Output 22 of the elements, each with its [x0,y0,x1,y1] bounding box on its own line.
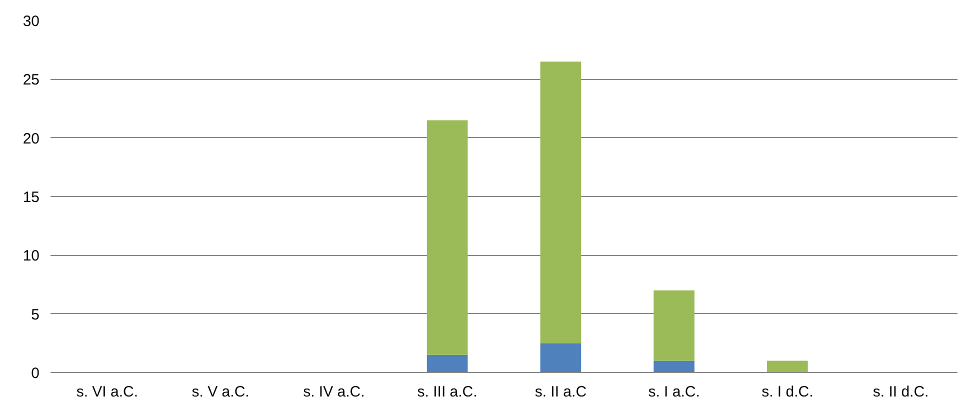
x-tick-label: s. I d.C. [762,384,814,400]
x-tick-label: s. II a.C [534,384,587,400]
x-tick-label: s. II d.C. [872,384,929,400]
bar [426,354,468,372]
bar [540,62,582,344]
y-tick-label: 0 [31,365,40,382]
y-tick-label: 25 [22,72,40,89]
bar [654,290,694,361]
y-tick-label: 10 [22,248,40,265]
y-tick-label: 30 [22,13,40,30]
x-tick-label: s. VI a.C. [76,384,138,400]
x-tick-label: s. IV a.C. [303,384,365,400]
bar [654,360,694,372]
bar [540,343,582,372]
bar [426,120,468,355]
y-tick-label: 15 [22,189,40,206]
y-tick-label: 5 [31,306,40,324]
bar [767,360,808,372]
y-tick-label: 20 [22,130,40,148]
x-tick-label: s. I a.C. [648,384,700,400]
x-tick-label: s. V a.C. [192,384,250,400]
x-tick-label: s. III a.C. [417,384,478,400]
